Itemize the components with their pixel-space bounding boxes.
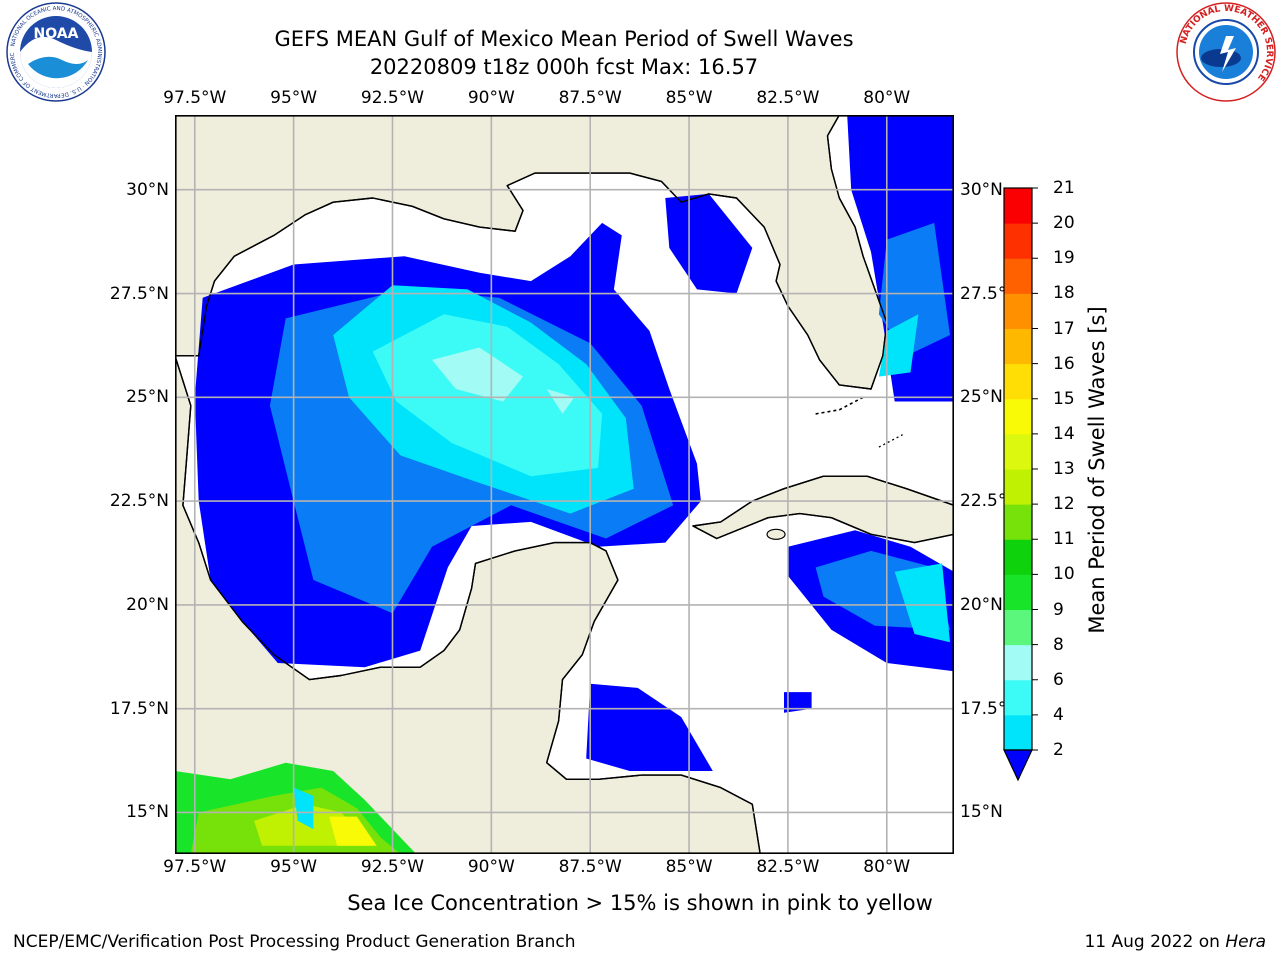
run-date-text: 11 Aug 2022 on — [1084, 932, 1220, 952]
colorbar-tick-label: 17 — [1053, 318, 1075, 339]
lon-tick-label-bottom: 80°W — [863, 857, 911, 877]
lon-tick-label-top: 80°W — [863, 88, 911, 108]
noaa-logo: NATIONAL OCEANIC AND ATMOSPHERIC ADMINIS… — [6, 2, 106, 102]
lon-tick-label-bottom: 95°W — [270, 857, 318, 877]
swell-patch-11 — [894, 563, 950, 643]
colorbar-segment — [1004, 644, 1032, 681]
colorbar-segment — [1004, 363, 1032, 400]
lat-tick-label-right: 25°N — [960, 387, 1003, 408]
chart-title: GEFS MEAN Gulf of Mexico Mean Period of … — [274, 27, 854, 51]
isle-of-youth — [766, 528, 786, 540]
lon-tick-label-bottom: 97.5°W — [163, 857, 227, 877]
colorbar-tick-label: 10 — [1053, 564, 1075, 585]
lat-tick-label-left: 17.5°N — [109, 698, 169, 719]
colorbar-tick-label: 11 — [1053, 529, 1075, 550]
colorbar-segment — [1004, 433, 1032, 470]
colorbar-segment — [1004, 539, 1032, 575]
colorbar-segment — [1004, 293, 1032, 329]
swell-patch-10 — [878, 314, 919, 377]
colorbar-tick-label: 15 — [1053, 388, 1075, 409]
colorbar-tick-label: 19 — [1053, 248, 1075, 269]
colorbar-tick-label: 6 — [1053, 669, 1064, 690]
colorbar — [1003, 187, 1038, 782]
lon-tick-label-top: 90°W — [467, 88, 515, 108]
colorbar-segment — [1004, 188, 1032, 224]
colorbar-tick-label: 20 — [1053, 213, 1075, 234]
sea-ice-note: Sea Ice Concentration > 15% is shown in … — [347, 891, 933, 915]
coastline-1 — [175, 355, 761, 854]
lon-tick-label-top: 87.5°W — [558, 88, 622, 108]
map-panel — [175, 115, 954, 854]
lon-tick-label-top: 95°W — [270, 88, 318, 108]
host-name: Hera — [1225, 932, 1266, 952]
colorbar-segment — [1004, 679, 1032, 716]
lon-tick-label-bottom: 87.5°W — [558, 857, 622, 877]
chart-subtitle: 20220809 t18z 000h fcst Max: 16.57 — [369, 55, 759, 79]
run-date: 11 Aug 2022 on Hera — [1084, 932, 1266, 952]
swell-patch-4 — [586, 683, 713, 771]
coastline-2 — [692, 475, 954, 544]
lon-tick-label-top: 82.5°W — [756, 88, 820, 108]
noaa-logo-text: NOAA — [34, 26, 79, 42]
lat-tick-label-left: 30°N — [126, 179, 169, 200]
colorbar-segment — [1004, 328, 1032, 365]
colorbar-segment — [1004, 258, 1032, 294]
colorbar-tick-label: 13 — [1053, 459, 1075, 479]
florida-keys — [815, 396, 864, 415]
lon-tick-label-bottom: 85°W — [665, 857, 713, 877]
lat-tick-label-left: 27.5°N — [109, 283, 169, 304]
lon-tick-label-top: 85°W — [665, 88, 713, 108]
nws-logo: NATIONAL WEATHER SERVICE — [1176, 2, 1276, 102]
lat-tick-label-left: 25°N — [126, 387, 169, 408]
lat-tick-label-left: 20°N — [126, 594, 169, 615]
lon-tick-label-bottom: 82.5°W — [756, 857, 820, 877]
colorbar-label: Mean Period of Swell Waves [s] — [1085, 306, 1109, 634]
colorbar-tick-label: 21 — [1053, 178, 1075, 198]
credit-text: NCEP/EMC/Verification Post Processing Pr… — [13, 932, 576, 952]
colorbar-tick-label: 9 — [1053, 599, 1064, 620]
colorbar-segment — [1004, 398, 1032, 435]
lon-tick-label-top: 92.5°W — [360, 88, 425, 108]
colorbar-tick-label: 2 — [1053, 740, 1064, 760]
colorbar-tick-label: 18 — [1053, 283, 1075, 304]
colorbar-segment — [1004, 469, 1032, 505]
colorbar-segment — [1004, 714, 1032, 751]
colorbar-tick-label: 14 — [1053, 423, 1075, 444]
lon-tick-label-bottom: 90°W — [467, 857, 515, 877]
colorbar-segment — [1004, 574, 1032, 610]
lat-tick-label-left: 22.5°N — [109, 491, 169, 512]
colorbar-tick-label: 12 — [1053, 494, 1075, 515]
colorbar-extend-arrow — [1003, 749, 1033, 782]
lat-tick-label-right: 15°N — [960, 802, 1003, 823]
lat-tick-label-right: 20°N — [960, 594, 1003, 615]
lon-tick-label-bottom: 92.5°W — [360, 857, 425, 877]
swell-patch-14 — [546, 389, 575, 414]
lon-tick-label-top: 97.5°W — [163, 88, 227, 108]
pacific-swell-patch-3 — [329, 816, 377, 846]
swell-patch-7 — [878, 222, 950, 356]
coastline-0 — [175, 115, 888, 390]
colorbar-tick-label: 8 — [1053, 634, 1064, 655]
map-frame — [175, 115, 954, 854]
colorbar-segment — [1004, 504, 1032, 540]
swell-patch-1 — [665, 193, 753, 294]
swell-patch-13 — [432, 347, 523, 402]
colorbar-tick-label: 16 — [1053, 353, 1075, 374]
lat-tick-label-left: 15°N — [126, 802, 169, 823]
colorbar-segment — [1004, 609, 1032, 646]
pacific-swell-patch-4 — [293, 787, 314, 830]
swell-patch-5 — [784, 692, 812, 713]
lat-tick-label-right: 30°N — [960, 179, 1003, 200]
colorbar-tick-label: 4 — [1053, 704, 1064, 725]
colorbar-segment — [1004, 223, 1032, 259]
